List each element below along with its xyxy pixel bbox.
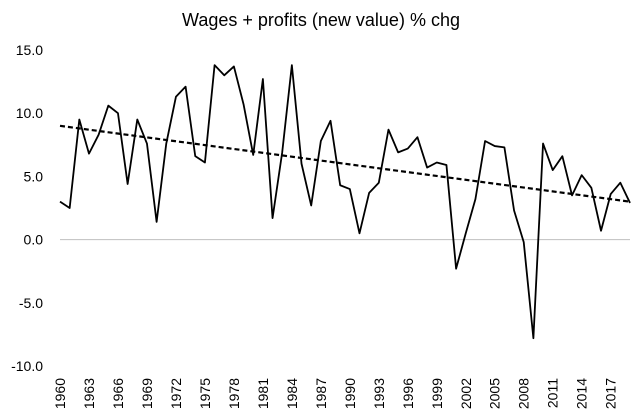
- x-tick-label: 1987: [313, 378, 329, 409]
- x-tick-label: 1984: [284, 378, 300, 409]
- x-axis-labels: 1960 1963 1966 1969 1972 1975 1978 1981 1984 1987…: [52, 378, 619, 409]
- x-tick-label: 1999: [429, 378, 445, 409]
- x-tick-label: 1960: [52, 378, 68, 409]
- x-tick-label: 1993: [371, 378, 387, 409]
- x-tick-label: 1969: [139, 378, 155, 409]
- y-tick-label: -10.0: [11, 358, 43, 374]
- x-tick-label: 1978: [226, 378, 242, 409]
- x-tick-label: 2014: [574, 378, 590, 409]
- x-tick-label: 1975: [197, 378, 213, 409]
- x-tick-label: 1996: [400, 378, 416, 409]
- y-tick-label: 15.0: [16, 42, 43, 58]
- x-tick-label: 2008: [516, 378, 532, 409]
- chart-title: Wages + profits (new value) % chg: [182, 10, 460, 30]
- x-tick-label: 1972: [168, 378, 184, 409]
- series-line: [59, 64, 631, 340]
- x-tick-label: 1990: [342, 378, 358, 409]
- y-tick-label: 10.0: [16, 105, 43, 121]
- x-tick-label: 2017: [603, 378, 619, 409]
- x-tick-label: 2005: [487, 378, 503, 409]
- series-layer: [59, 64, 631, 340]
- x-tick-label: 1981: [255, 378, 271, 409]
- x-tick-label: 2002: [458, 378, 474, 409]
- x-tick-label: 1963: [81, 378, 97, 409]
- y-tick-label: 5.0: [24, 168, 44, 184]
- y-axis-labels: 15.0 10.0 5.0 0.0 -5.0 -10.0: [11, 42, 43, 374]
- x-tick-label: 1966: [110, 378, 126, 409]
- y-tick-label: 0.0: [24, 232, 44, 248]
- x-tick-label: 2011: [545, 378, 561, 408]
- y-tick-label: -5.0: [19, 295, 43, 311]
